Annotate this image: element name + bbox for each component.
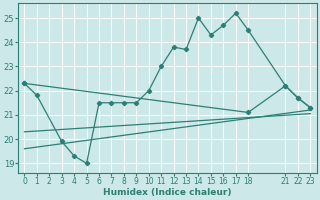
X-axis label: Humidex (Indice chaleur): Humidex (Indice chaleur) [103, 188, 232, 197]
